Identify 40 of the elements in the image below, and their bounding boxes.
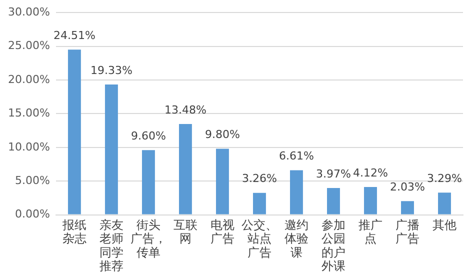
y-tick-label: 25.00% xyxy=(8,39,50,52)
data-label: 4.12% xyxy=(353,166,388,180)
bar xyxy=(327,188,340,214)
x-tick-label: 街头广告，传单 xyxy=(130,218,166,260)
data-label: 2.03% xyxy=(390,180,425,194)
y-tick-label: 0.00% xyxy=(14,208,50,221)
bar xyxy=(290,170,303,214)
y-tick-label: 10.00% xyxy=(8,140,50,154)
x-tick-label: 公交、站点广告 xyxy=(241,218,278,260)
data-label: 13.48% xyxy=(164,103,206,116)
data-label: 3.29% xyxy=(427,172,462,185)
bar xyxy=(216,148,229,214)
bar xyxy=(178,124,192,214)
bar xyxy=(68,50,81,214)
x-tick-label: 邀约体验课 xyxy=(284,218,308,260)
bar xyxy=(401,201,414,214)
data-label: 24.51% xyxy=(53,28,96,42)
x-tick-label: 亲友老师同学推荐 xyxy=(99,218,124,274)
bar xyxy=(142,150,155,214)
x-tick-label: 其他 xyxy=(432,218,456,232)
data-label: 9.60% xyxy=(130,129,166,142)
y-tick-label: 15.00% xyxy=(8,106,50,120)
x-tick-label: 推广点 xyxy=(358,218,382,246)
x-tick-label: 互联网 xyxy=(173,218,198,246)
bar xyxy=(104,84,118,214)
data-label: 6.61% xyxy=(279,150,314,163)
bar xyxy=(438,192,451,214)
y-tick-label: 20.00% xyxy=(8,72,50,86)
x-tick-label: 参加公园的户外课 xyxy=(321,218,346,274)
data-label: 3.26% xyxy=(242,172,277,186)
x-tick-label: 报纸杂志 xyxy=(61,218,86,246)
data-label: 3.97% xyxy=(316,167,351,180)
data-label: 19.33% xyxy=(90,64,132,77)
y-tick-label: 30.00% xyxy=(8,5,50,18)
x-tick-label: 广播广告 xyxy=(395,218,420,246)
data-label: 9.80% xyxy=(204,128,240,142)
bar xyxy=(364,187,377,214)
bar xyxy=(252,192,266,214)
y-tick-label: 5.00% xyxy=(14,174,50,187)
x-tick-label: 电视广告 xyxy=(210,218,234,246)
